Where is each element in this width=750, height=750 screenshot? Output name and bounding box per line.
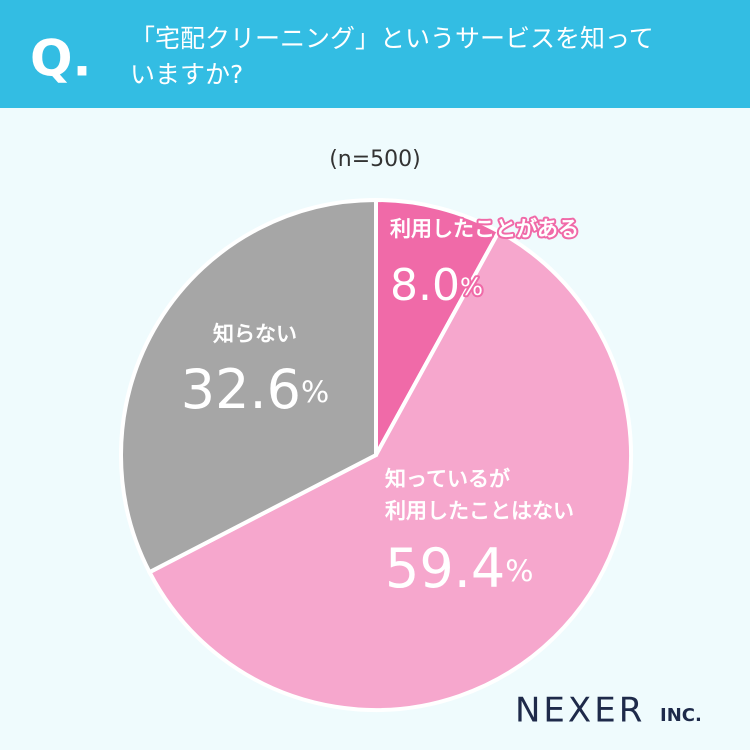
value-label: 59.4% — [385, 537, 533, 600]
logo-suffix: INC. — [660, 705, 702, 726]
pie — [119, 197, 633, 712]
chart-title: 「宅配クリーニング」というサービスを知っていますか? — [130, 24, 654, 89]
labels: 利用したことがある 8.0% 知っているが利用したことはない 59.4% 知らない 32.… — [181, 215, 581, 600]
pie-slice — [146, 228, 633, 712]
slice-label: 知らない — [213, 322, 297, 346]
pie-slice — [119, 197, 378, 575]
pie-slice — [374, 197, 502, 456]
value-label: 32.6% — [181, 358, 329, 421]
question-mark: Q. — [30, 30, 92, 88]
slice-label: 利用したことがある — [390, 217, 579, 241]
value-label: 8.0% — [390, 260, 483, 311]
slice-label: 知っているが利用したことはない — [385, 467, 574, 523]
chart-subtitle: (n=500) — [329, 147, 421, 172]
header-band — [0, 0, 750, 108]
logo: NEXER — [515, 691, 645, 731]
